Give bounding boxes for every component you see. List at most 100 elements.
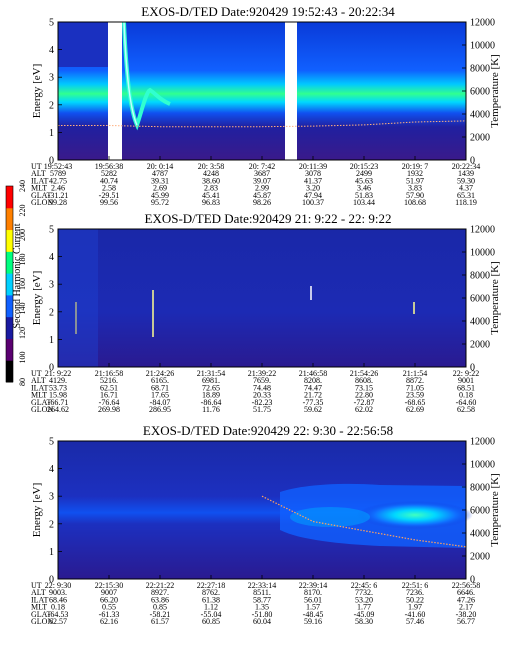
table-cell: 40.74: [100, 176, 118, 185]
colorbar-segment: [6, 338, 13, 361]
table-cell: 5216.: [100, 376, 118, 385]
table-cell: 99.28: [49, 198, 67, 207]
y-tick-label: 5: [49, 225, 54, 236]
table-cell: 60.85: [202, 617, 220, 626]
table-cell: 39.31: [151, 176, 169, 185]
table-cell: 6165.: [151, 376, 169, 385]
panel-3-ylabel: Energy [eV]: [31, 483, 43, 537]
table-cell: 18.89: [202, 391, 220, 400]
y-tick-label-right: 2000: [470, 552, 490, 563]
panel-3-title: EXOS-D/TED Date:920429 22: 9:30 - 22:56:…: [143, 423, 393, 438]
table-cell: 6981.: [202, 376, 220, 385]
y-tick-label-right: 10000: [470, 460, 495, 471]
table-cell: 60.04: [253, 617, 271, 626]
table-cell: 2499: [356, 169, 372, 178]
y-tick-label: 3: [49, 73, 54, 84]
table-cell: -55.04: [201, 610, 222, 619]
table-cell: 72.65: [202, 383, 220, 392]
table-row-label: GLAT: [31, 610, 52, 619]
table-row-label: ALT: [31, 376, 46, 385]
panel-1-temperature-line: [58, 120, 467, 128]
table-cell: 2.58: [102, 184, 116, 193]
table-cell: 22: 9:30: [45, 581, 71, 590]
y-tick-label-right: 10000: [470, 41, 495, 52]
table-row-label: UT: [31, 369, 42, 378]
table-cell: 57.46: [406, 617, 424, 626]
table-cell: 61.57: [151, 617, 169, 626]
table-cell: 3.46: [357, 184, 371, 193]
y-tick-label-right: 12000: [470, 18, 495, 29]
y-tick-label: 5: [49, 18, 54, 29]
table-row-label: ILAT: [31, 176, 48, 185]
table-cell: 8170.: [304, 588, 322, 597]
table-cell: -48.45: [303, 610, 324, 619]
y-tick-label-right: 4000: [470, 110, 490, 121]
table-cell: 5789: [50, 169, 66, 178]
table-cell: 20:22:34: [452, 162, 480, 171]
table-cell: -64.53: [48, 610, 69, 619]
table-cell: -41.60: [405, 610, 426, 619]
y-tick-label-right: 0: [470, 156, 475, 167]
table-cell: 22:15:30: [95, 581, 123, 590]
panel-1-title: EXOS-D/TED Date:920429 19:52:43 - 20:22:…: [141, 4, 395, 19]
table-cell: 53.20: [355, 595, 373, 604]
table-cell: 59.30: [457, 176, 475, 185]
panel-3-ylabel-right: Temperature [K]: [489, 473, 501, 546]
y-tick-label: 4: [49, 464, 54, 475]
colorbar-tick-label: 120: [18, 327, 27, 339]
table-cell: -45.09: [354, 610, 375, 619]
colorbar-tick-label: 100: [18, 352, 27, 364]
table-cell: -77.35: [303, 398, 324, 407]
table-cell: -72.87: [354, 398, 375, 407]
table-cell: 21:39:22: [248, 369, 276, 378]
y-tick-label-right: 0: [470, 575, 475, 586]
table-cell: 62.16: [100, 617, 118, 626]
y-tick-label-right: 0: [470, 363, 475, 374]
table-cell: 45.63: [355, 176, 373, 185]
table-cell: -38.20: [456, 610, 477, 619]
table-cell: 20:19: 7: [402, 162, 428, 171]
panel-2-spectrogram: [58, 229, 466, 367]
panel-2-ylabel-right: Temperature [K]: [489, 261, 501, 334]
colorbar-tick-label: 80: [18, 378, 27, 386]
table-cell: 56.01: [304, 595, 322, 604]
table-cell: 0.55: [102, 603, 116, 612]
table-cell: 15.98: [49, 391, 67, 400]
table-cell: 22.80: [355, 391, 373, 400]
panel-1-ylabel: Energy [eV]: [31, 64, 43, 118]
table-cell: 22:56:58: [452, 581, 480, 590]
panel-3-plot: [57, 440, 473, 580]
y-tick-label: 5: [49, 437, 54, 448]
panel-2-title: EXOS-D/TED Date:920429 21: 9:22 - 22: 9:…: [145, 211, 392, 226]
y-tick-label-right: 8000: [470, 271, 490, 282]
table-cell: 58.30: [355, 617, 373, 626]
table-row-label: ALT: [31, 588, 46, 597]
table-cell: 51.97: [406, 176, 424, 185]
table-cell: 62.57: [49, 617, 67, 626]
colorbar-segment: [6, 294, 13, 318]
table-cell: 56.77: [457, 617, 475, 626]
table-cell: 20: 3:58: [198, 162, 224, 171]
y-tick-label: 2: [49, 100, 54, 111]
y-tick-label-right: 8000: [470, 64, 490, 75]
colorbar-tick-label: 180: [18, 254, 27, 266]
table-cell: 0.18: [51, 603, 65, 612]
table-cell: 9007: [101, 588, 117, 597]
table-cell: -29.51: [99, 191, 120, 200]
table-cell: 41.37: [304, 176, 322, 185]
y-tick-label-right: 12000: [470, 437, 495, 448]
table-row-label: GLON: [31, 617, 53, 626]
table-cell: 22: 9:22: [453, 369, 479, 378]
table-cell: -68.65: [405, 398, 426, 407]
table-cell: 103.44: [353, 198, 375, 207]
table-cell: 4.37: [459, 184, 473, 193]
table-cell: 0.85: [153, 603, 167, 612]
panel-1-data-gap: [108, 22, 122, 160]
table-cell: 0.18: [459, 391, 473, 400]
y-tick-label-right: 4000: [470, 529, 490, 540]
table-cell: 100.37: [302, 198, 324, 207]
table-cell: 7732.: [355, 588, 373, 597]
table-cell: 1.12: [204, 603, 218, 612]
table-cell: 21: 9:22: [45, 369, 71, 378]
